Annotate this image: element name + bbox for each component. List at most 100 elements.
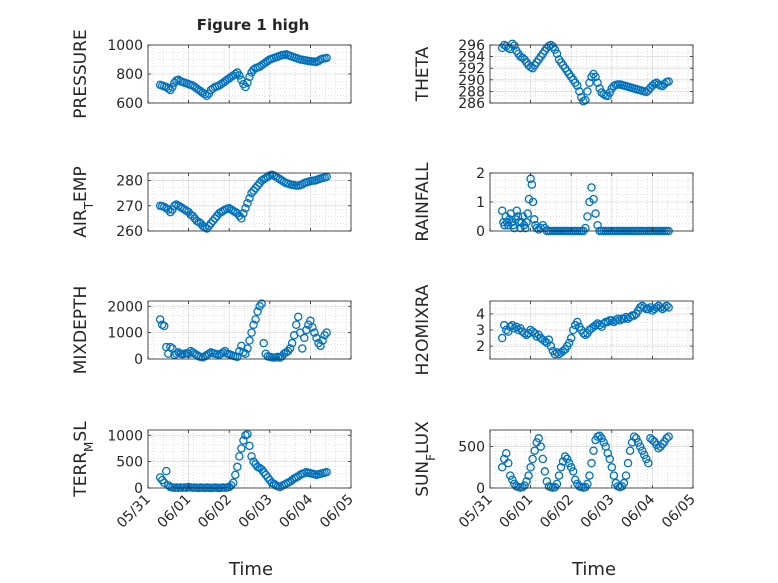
data-point [623,458,633,468]
data-point [508,475,517,484]
data-point [231,69,240,79]
data-point [239,209,248,218]
y-tick-label: 2 [476,339,485,355]
data-point [526,463,535,472]
data-point [603,317,612,327]
y-tick-label: 292 [458,61,485,77]
data-point [253,307,262,316]
data-point [164,205,173,214]
data-point [583,212,592,221]
data-point [611,316,621,325]
x-tick-label: 06/01 [155,492,195,532]
data-point [552,479,562,489]
data-point [593,220,602,230]
data-point [155,315,165,324]
data-point [571,475,580,484]
data-point [664,432,673,441]
data-point [513,212,523,221]
data-point [660,79,669,89]
x-axis-label-left: Time [228,559,273,580]
data-point [166,207,175,217]
y-tick-label: 270 [116,199,143,215]
data-point [157,320,167,329]
y-tick-label: 260 [116,224,143,240]
data-point [249,457,258,466]
data-point [188,211,197,221]
data-point [510,41,519,50]
data-point [664,303,673,312]
data-point [218,348,228,357]
y-tick-label: 800 [116,67,143,83]
data-point [613,314,623,323]
data-point [285,344,295,353]
data-point [239,436,248,445]
y-tick-label: 0 [134,481,143,497]
data-point [652,303,661,312]
data-point [157,475,167,485]
data-point [593,78,602,87]
data-point [542,477,552,486]
data-point [523,209,533,218]
data-point [257,465,266,474]
data-point [522,218,531,227]
data-point [310,328,319,337]
data-point [530,215,539,224]
y-axis-label: H2OMIXRA [413,284,433,375]
data-point [164,84,173,93]
data-point [261,470,270,480]
subplot-rainfall: 0 1 2 RAINFALL [413,162,694,242]
y-axis-label: PRESSURE [71,29,91,118]
data-point [255,302,264,311]
y-axis-label: SUNFLUX [413,421,438,497]
y-tick-label: 280 [116,174,143,190]
data-point [247,188,256,198]
data-point [528,454,537,464]
data-point [534,434,543,443]
y-tick-label: 1000 [107,38,143,54]
data-point [259,467,268,477]
subplot-mixdepth: 0 1000 2000 MIXDEPTH [71,286,352,374]
data-point [233,462,242,472]
data-point [298,344,307,353]
data-point [550,45,560,54]
data-point [648,435,657,445]
data-point [243,429,252,439]
data-point [510,324,519,333]
data-point [595,431,604,441]
data-point [300,333,309,343]
x-tick-label: 06/03 [236,492,276,532]
data-point [253,181,262,190]
data-point [566,463,576,472]
y-tick-label: 500 [116,455,143,471]
data-point [552,49,562,58]
x-tick-label: 06/04 [618,491,658,531]
data-point [644,304,653,314]
data-point [322,467,331,477]
data-point [595,84,604,93]
x-tick-label: 06/04 [276,491,316,531]
data-point [204,349,214,358]
data-point [589,446,598,455]
axes-box [147,172,352,232]
data-point [575,87,584,96]
data-point [621,312,631,322]
data-point [566,333,576,343]
data-point [508,39,517,49]
data-point [241,82,250,92]
x-tick-label: 05/31 [114,492,154,532]
data-point [554,471,564,480]
data-point [638,446,647,455]
x-tick-label: 05/31 [456,492,496,532]
data-point [506,322,515,332]
data-point [664,77,673,86]
data-point [155,473,165,482]
y-tick-label: 0 [476,224,485,240]
data-point [605,88,615,97]
y-tick-label: 2 [476,166,485,182]
data-point [562,454,572,464]
data-point [607,463,617,472]
data-point [583,87,592,96]
data-point [506,471,515,480]
subplot-sun-flux: 0 500 05/31 06/01 06/02 06/03 06/04 06/05 SUNFLU… [413,421,699,532]
